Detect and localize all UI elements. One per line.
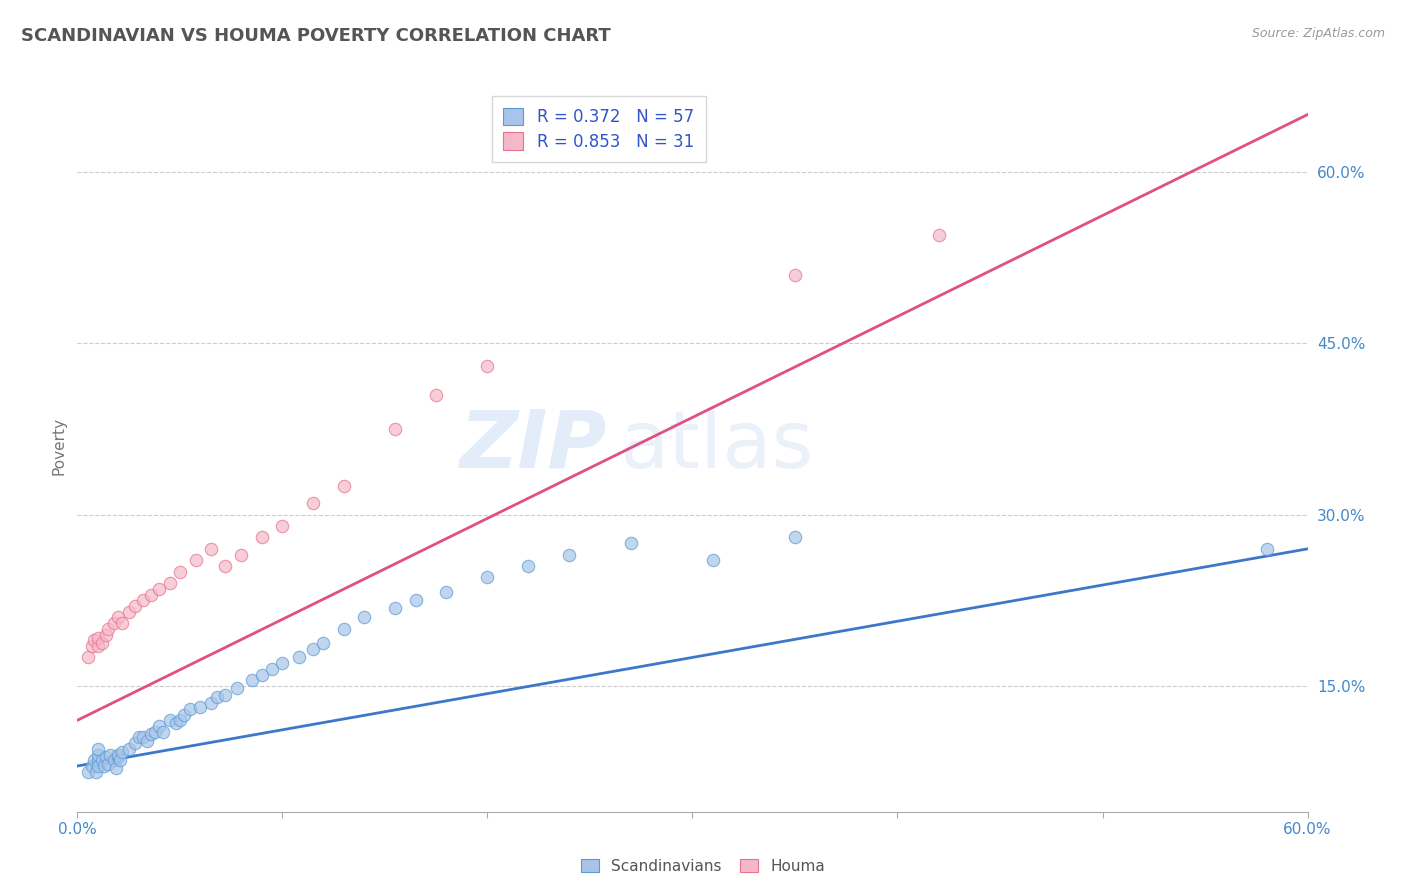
Point [262, 662, 284, 676]
Point [111, 616, 134, 631]
Point [76, 650, 98, 665]
Point [200, 696, 222, 710]
Point [333, 479, 356, 493]
Point [80, 639, 103, 653]
Point [117, 605, 139, 619]
Point [117, 742, 139, 756]
Point [84, 764, 107, 779]
Text: atlas: atlas [619, 407, 813, 485]
Point [97, 622, 120, 636]
Point [169, 565, 191, 579]
Point [94, 749, 117, 764]
Point [425, 387, 447, 401]
Point [103, 753, 125, 767]
Point [558, 548, 581, 562]
Point [302, 642, 325, 657]
Point [111, 745, 134, 759]
Point [93, 759, 115, 773]
Point [517, 559, 540, 574]
Legend: Scandinavians, Houma: Scandinavians, Houma [575, 853, 831, 880]
Y-axis label: Poverty: Poverty [51, 417, 66, 475]
Point [271, 656, 294, 670]
Text: SCANDINAVIAN VS HOUMA POVERTY CORRELATION CHART: SCANDINAVIAN VS HOUMA POVERTY CORRELATIO… [21, 27, 610, 45]
Point [620, 536, 643, 550]
Point [124, 736, 146, 750]
Point [384, 422, 406, 436]
Point [105, 761, 128, 775]
Point [97, 756, 120, 771]
Point [132, 731, 155, 745]
Point [1256, 541, 1278, 556]
Point [107, 747, 129, 762]
Point [98, 747, 121, 762]
Point [231, 548, 253, 562]
Point [94, 627, 117, 641]
Point [80, 759, 103, 773]
Point [136, 734, 159, 748]
Point [214, 559, 236, 574]
Point [312, 635, 335, 649]
Point [702, 553, 724, 567]
Point [159, 714, 181, 728]
Point [205, 690, 228, 705]
Point [188, 699, 212, 714]
Point [159, 576, 181, 591]
Point [200, 541, 222, 556]
Point [87, 631, 110, 645]
Point [90, 753, 114, 767]
Point [87, 747, 110, 762]
Point [384, 601, 406, 615]
Point [240, 673, 263, 688]
Point [148, 582, 170, 596]
Point [87, 742, 110, 756]
Point [173, 707, 195, 722]
Point [783, 268, 806, 282]
Point [405, 593, 427, 607]
Point [107, 610, 129, 624]
Point [928, 227, 950, 242]
Point [477, 359, 499, 373]
Point [477, 570, 499, 584]
Point [128, 731, 150, 745]
Point [169, 714, 191, 728]
Point [107, 749, 129, 764]
Point [179, 702, 201, 716]
Point [124, 599, 146, 613]
Point [302, 496, 325, 510]
Point [148, 719, 170, 733]
Point [214, 688, 236, 702]
Text: Source: ZipAtlas.com: Source: ZipAtlas.com [1251, 27, 1385, 40]
Point [87, 639, 110, 653]
Point [288, 650, 311, 665]
Legend: R = 0.372   N = 57, R = 0.853   N = 31: R = 0.372 N = 57, R = 0.853 N = 31 [492, 96, 706, 162]
Point [143, 724, 166, 739]
Point [226, 681, 249, 696]
Point [87, 753, 110, 767]
Point [141, 727, 163, 741]
Point [353, 610, 375, 624]
Point [271, 519, 294, 533]
Point [87, 759, 110, 773]
Point [436, 585, 458, 599]
Point [83, 633, 105, 648]
Text: ZIP: ZIP [458, 407, 606, 485]
Point [783, 530, 806, 544]
Point [110, 753, 132, 767]
Point [250, 667, 273, 681]
Point [132, 593, 155, 607]
Point [90, 635, 114, 649]
Point [141, 588, 163, 602]
Point [165, 715, 187, 730]
Point [333, 622, 356, 636]
Point [152, 724, 174, 739]
Point [103, 616, 125, 631]
Point [186, 553, 208, 567]
Point [76, 764, 98, 779]
Point [250, 530, 273, 544]
Point [83, 753, 105, 767]
